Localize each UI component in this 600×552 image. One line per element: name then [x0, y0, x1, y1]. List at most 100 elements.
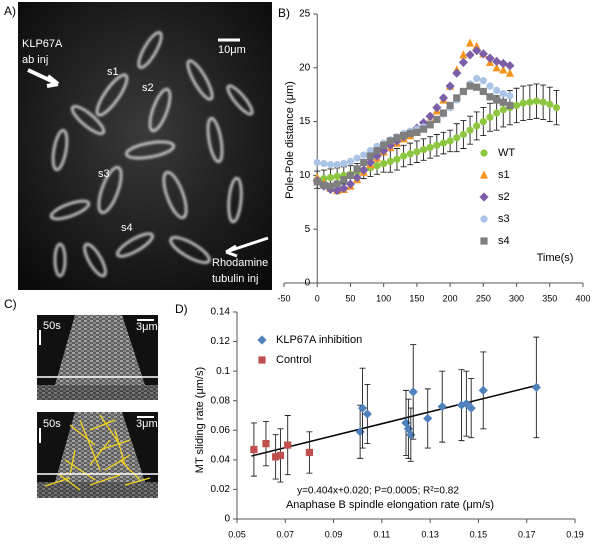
marker — [466, 403, 476, 413]
y-axis-label: Pole-Pole distance (μm) — [284, 81, 296, 199]
scale-label: 10μm — [218, 44, 246, 56]
marker — [419, 145, 428, 154]
marker — [546, 100, 554, 108]
marker — [479, 77, 487, 85]
kymograph-signal — [55, 315, 145, 385]
y-tick-label: 0.02 — [211, 484, 231, 495]
marker — [473, 83, 481, 91]
y-axis-label: MT sliding rate (μm/s) — [194, 367, 206, 473]
marker — [359, 165, 369, 175]
marker — [485, 53, 495, 63]
arrow — [225, 236, 269, 258]
y-tick-label: 0.14 — [211, 307, 231, 318]
marker — [333, 172, 341, 181]
marker — [360, 151, 368, 159]
marker — [320, 181, 328, 189]
marker — [526, 98, 534, 106]
marker — [366, 152, 374, 160]
x-tick-label: 150 — [409, 293, 424, 303]
marker — [459, 50, 468, 59]
marker — [352, 172, 362, 183]
marker — [305, 448, 314, 457]
kymograph-signal — [37, 385, 158, 400]
marker — [505, 61, 515, 71]
spindle-label: s2 — [142, 82, 154, 94]
marker — [519, 99, 527, 107]
marker — [419, 125, 428, 133]
x-axis-label: Time(s) — [537, 252, 574, 264]
marker — [499, 98, 507, 106]
annotation: Rhodamine — [212, 257, 268, 269]
marker — [386, 157, 394, 166]
marker — [373, 147, 381, 155]
marker — [453, 94, 461, 102]
legend-marker — [479, 192, 489, 202]
x-tick-label: 50 — [345, 293, 355, 303]
spindle-label: s3 — [98, 168, 110, 180]
marker — [423, 413, 433, 424]
x-tick-label: -50 — [277, 293, 290, 303]
marker — [506, 101, 514, 110]
marker — [466, 82, 474, 90]
legend-label: Control — [276, 354, 311, 366]
marker — [346, 171, 355, 179]
scale-label: 3μm — [136, 321, 158, 333]
y-tick-label: 0.04 — [211, 454, 231, 465]
marker — [446, 101, 454, 110]
marker — [473, 74, 481, 83]
marker — [473, 122, 481, 130]
x-tick-label: 400 — [575, 293, 590, 303]
marker — [313, 178, 321, 186]
legend-marker — [480, 215, 488, 223]
marker — [458, 57, 468, 68]
legend-label: s2 — [498, 191, 510, 203]
marker — [433, 141, 441, 149]
marker — [453, 134, 461, 142]
marker — [406, 150, 414, 158]
marker — [272, 453, 280, 461]
x-tick-label: 250 — [476, 293, 491, 303]
marker — [499, 106, 507, 114]
marker — [403, 424, 414, 434]
spindles — [49, 31, 254, 278]
y-tick-label: 0 — [224, 514, 230, 525]
y-tick-label: 0.08 — [211, 395, 231, 406]
legend-marker — [480, 237, 488, 245]
marker — [499, 90, 507, 98]
marker — [486, 82, 494, 90]
marker — [486, 113, 494, 121]
marker — [332, 185, 342, 196]
tracks — [44, 414, 151, 491]
marker — [438, 93, 449, 103]
marker — [465, 38, 475, 47]
x-tick-label: 0 — [315, 293, 320, 303]
marker — [493, 96, 501, 104]
panel-label: B) — [278, 6, 290, 20]
marker — [326, 161, 335, 169]
panel-label: D) — [175, 302, 188, 316]
y-tick-label: 10 — [299, 170, 311, 181]
y-tick-label: 0 — [305, 278, 311, 289]
marker — [426, 143, 434, 152]
fit-line — [251, 384, 539, 457]
scale-label: 3μm — [136, 418, 158, 430]
marker — [353, 154, 361, 162]
marker — [432, 103, 442, 113]
x-tick-label: 0.07 — [277, 529, 295, 539]
marker — [320, 159, 328, 168]
marker — [373, 162, 381, 170]
x-axis-label: Anaphase B spindle elongation rate (μm/s… — [286, 499, 494, 511]
marker — [446, 137, 454, 145]
spindle-label: s4 — [121, 222, 133, 234]
kymograph-signal — [37, 482, 158, 498]
annotation: tubulin inj — [212, 273, 258, 285]
marker — [479, 118, 487, 126]
y-tick-label: 25 — [299, 9, 311, 20]
legend-label: s3 — [498, 213, 510, 225]
marker — [465, 50, 475, 60]
marker — [386, 137, 394, 145]
micrograph — [18, 2, 272, 290]
y-tick-label: 5 — [305, 224, 311, 235]
annotation: y=0.404x+0.020; P=0.0005; R²=0.82 — [297, 486, 459, 497]
marker — [326, 182, 335, 190]
